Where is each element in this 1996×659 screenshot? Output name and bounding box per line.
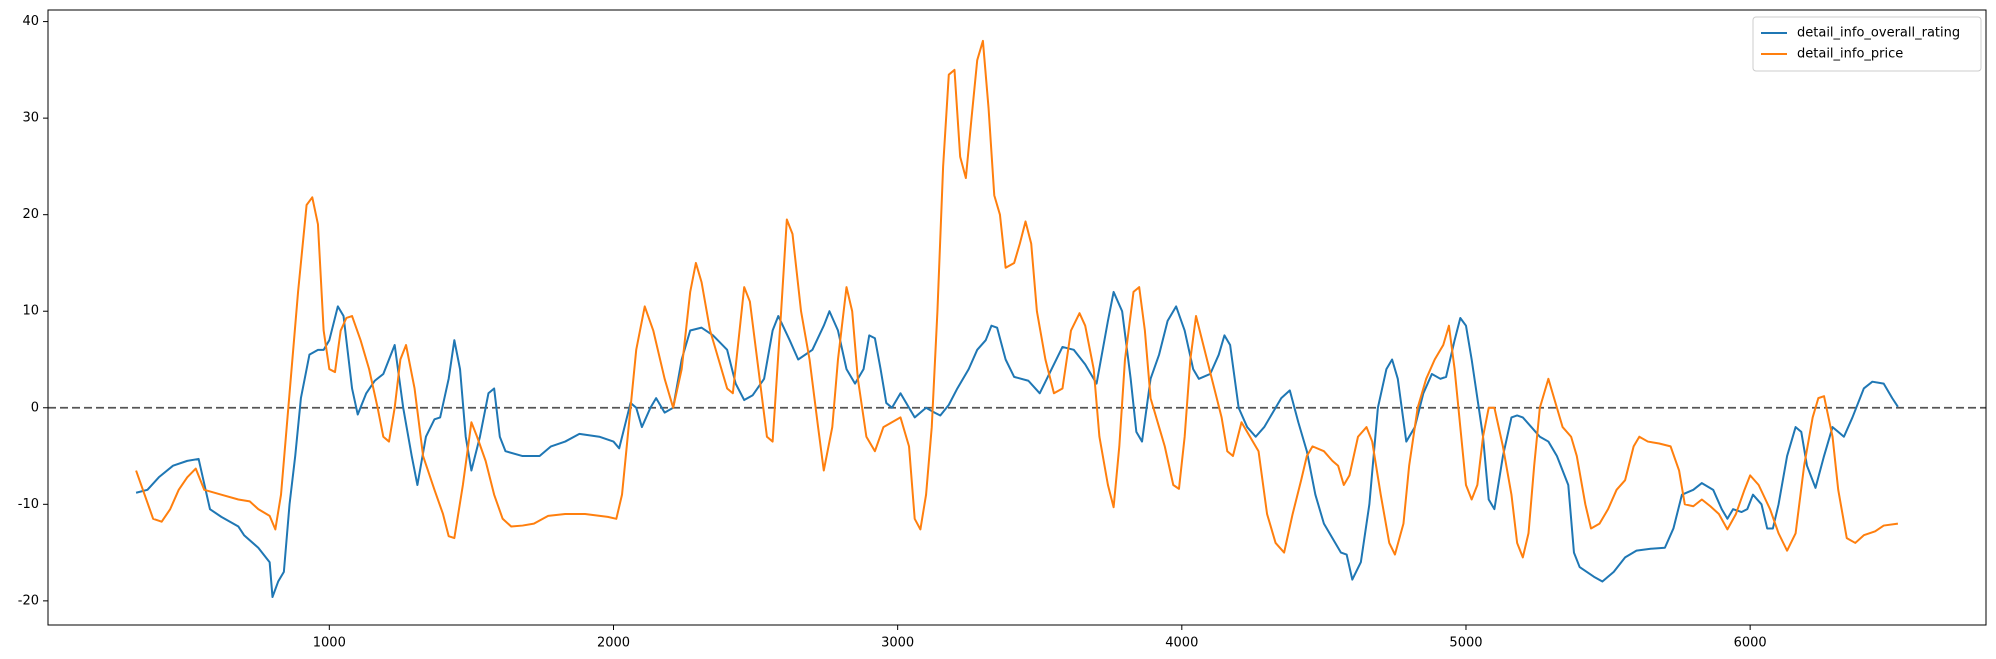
- y-tick-label: -20: [18, 593, 39, 608]
- y-tick-label: 30: [22, 111, 39, 126]
- x-tick-label: 4000: [1165, 636, 1198, 651]
- x-tick-label: 6000: [1734, 636, 1767, 651]
- legend: detail_info_overall_rating detail_info_pr…: [1752, 16, 1982, 72]
- y-tick-label: 0: [31, 400, 39, 415]
- y-tick-label: 10: [22, 304, 39, 319]
- series-line: [135, 39, 1899, 559]
- legend-label: detail_info_overall_rating: [1797, 26, 1960, 41]
- legend-label: detail_info_price: [1797, 47, 1903, 62]
- x-tick-label: 2000: [597, 636, 630, 651]
- series-line: [135, 290, 1899, 598]
- y-tick-label: 40: [22, 14, 39, 29]
- x-tick-label: 1000: [313, 636, 346, 651]
- y-tick-label: -10: [18, 497, 39, 512]
- y-tick-label: 20: [22, 207, 39, 222]
- x-tick-label: 3000: [881, 636, 914, 651]
- legend-box: [1752, 16, 1982, 72]
- axes-frame: [47, 9, 1987, 626]
- x-tick-label: 5000: [1449, 636, 1482, 651]
